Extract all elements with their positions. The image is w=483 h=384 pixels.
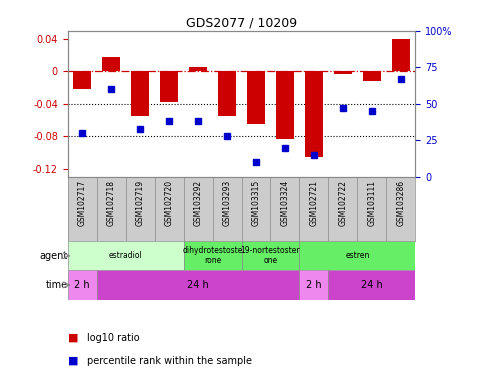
Text: agent: agent xyxy=(40,251,68,261)
Text: log10 ratio: log10 ratio xyxy=(87,333,140,343)
Text: GSM102721: GSM102721 xyxy=(310,180,318,226)
Text: percentile rank within the sample: percentile rank within the sample xyxy=(87,356,252,366)
Bar xyxy=(334,71,352,74)
Bar xyxy=(299,241,415,270)
Text: 2 h: 2 h xyxy=(74,280,90,290)
Text: 19-nortestoster
one: 19-nortestoster one xyxy=(241,246,300,265)
Bar xyxy=(392,39,410,71)
Bar xyxy=(97,270,299,300)
Bar xyxy=(184,241,242,270)
Text: GSM103111: GSM103111 xyxy=(368,180,376,226)
Text: GSM102717: GSM102717 xyxy=(78,180,86,226)
Bar xyxy=(305,71,323,157)
Bar xyxy=(218,71,236,116)
Text: estradiol: estradiol xyxy=(109,251,142,260)
Bar xyxy=(299,270,328,300)
Text: GSM103324: GSM103324 xyxy=(281,180,289,226)
Text: GSM102722: GSM102722 xyxy=(339,180,347,226)
Text: time: time xyxy=(45,280,68,290)
Title: GDS2077 / 10209: GDS2077 / 10209 xyxy=(186,17,297,30)
Text: GSM103315: GSM103315 xyxy=(252,180,260,226)
Text: 24 h: 24 h xyxy=(361,280,383,290)
Text: ■: ■ xyxy=(68,333,78,343)
Bar xyxy=(189,67,207,71)
Bar xyxy=(328,270,415,300)
Text: GSM102720: GSM102720 xyxy=(165,180,173,226)
Bar xyxy=(68,270,97,300)
Text: estren: estren xyxy=(345,251,369,260)
Bar xyxy=(363,71,381,81)
Bar xyxy=(242,241,299,270)
Bar xyxy=(73,71,91,89)
Text: 24 h: 24 h xyxy=(187,280,209,290)
Bar xyxy=(247,71,265,124)
Bar xyxy=(160,71,178,102)
Text: GSM103293: GSM103293 xyxy=(223,180,231,226)
Text: GSM102719: GSM102719 xyxy=(136,180,144,226)
Bar xyxy=(68,241,184,270)
Bar xyxy=(276,71,294,139)
Text: dihydrotestoste
rone: dihydrotestoste rone xyxy=(183,246,242,265)
Text: GSM103292: GSM103292 xyxy=(194,180,202,226)
Text: ■: ■ xyxy=(68,356,78,366)
Text: GSM102718: GSM102718 xyxy=(107,180,115,226)
Bar xyxy=(131,71,149,116)
Text: 2 h: 2 h xyxy=(306,280,322,290)
Bar xyxy=(102,57,120,71)
Text: GSM103286: GSM103286 xyxy=(397,180,405,226)
